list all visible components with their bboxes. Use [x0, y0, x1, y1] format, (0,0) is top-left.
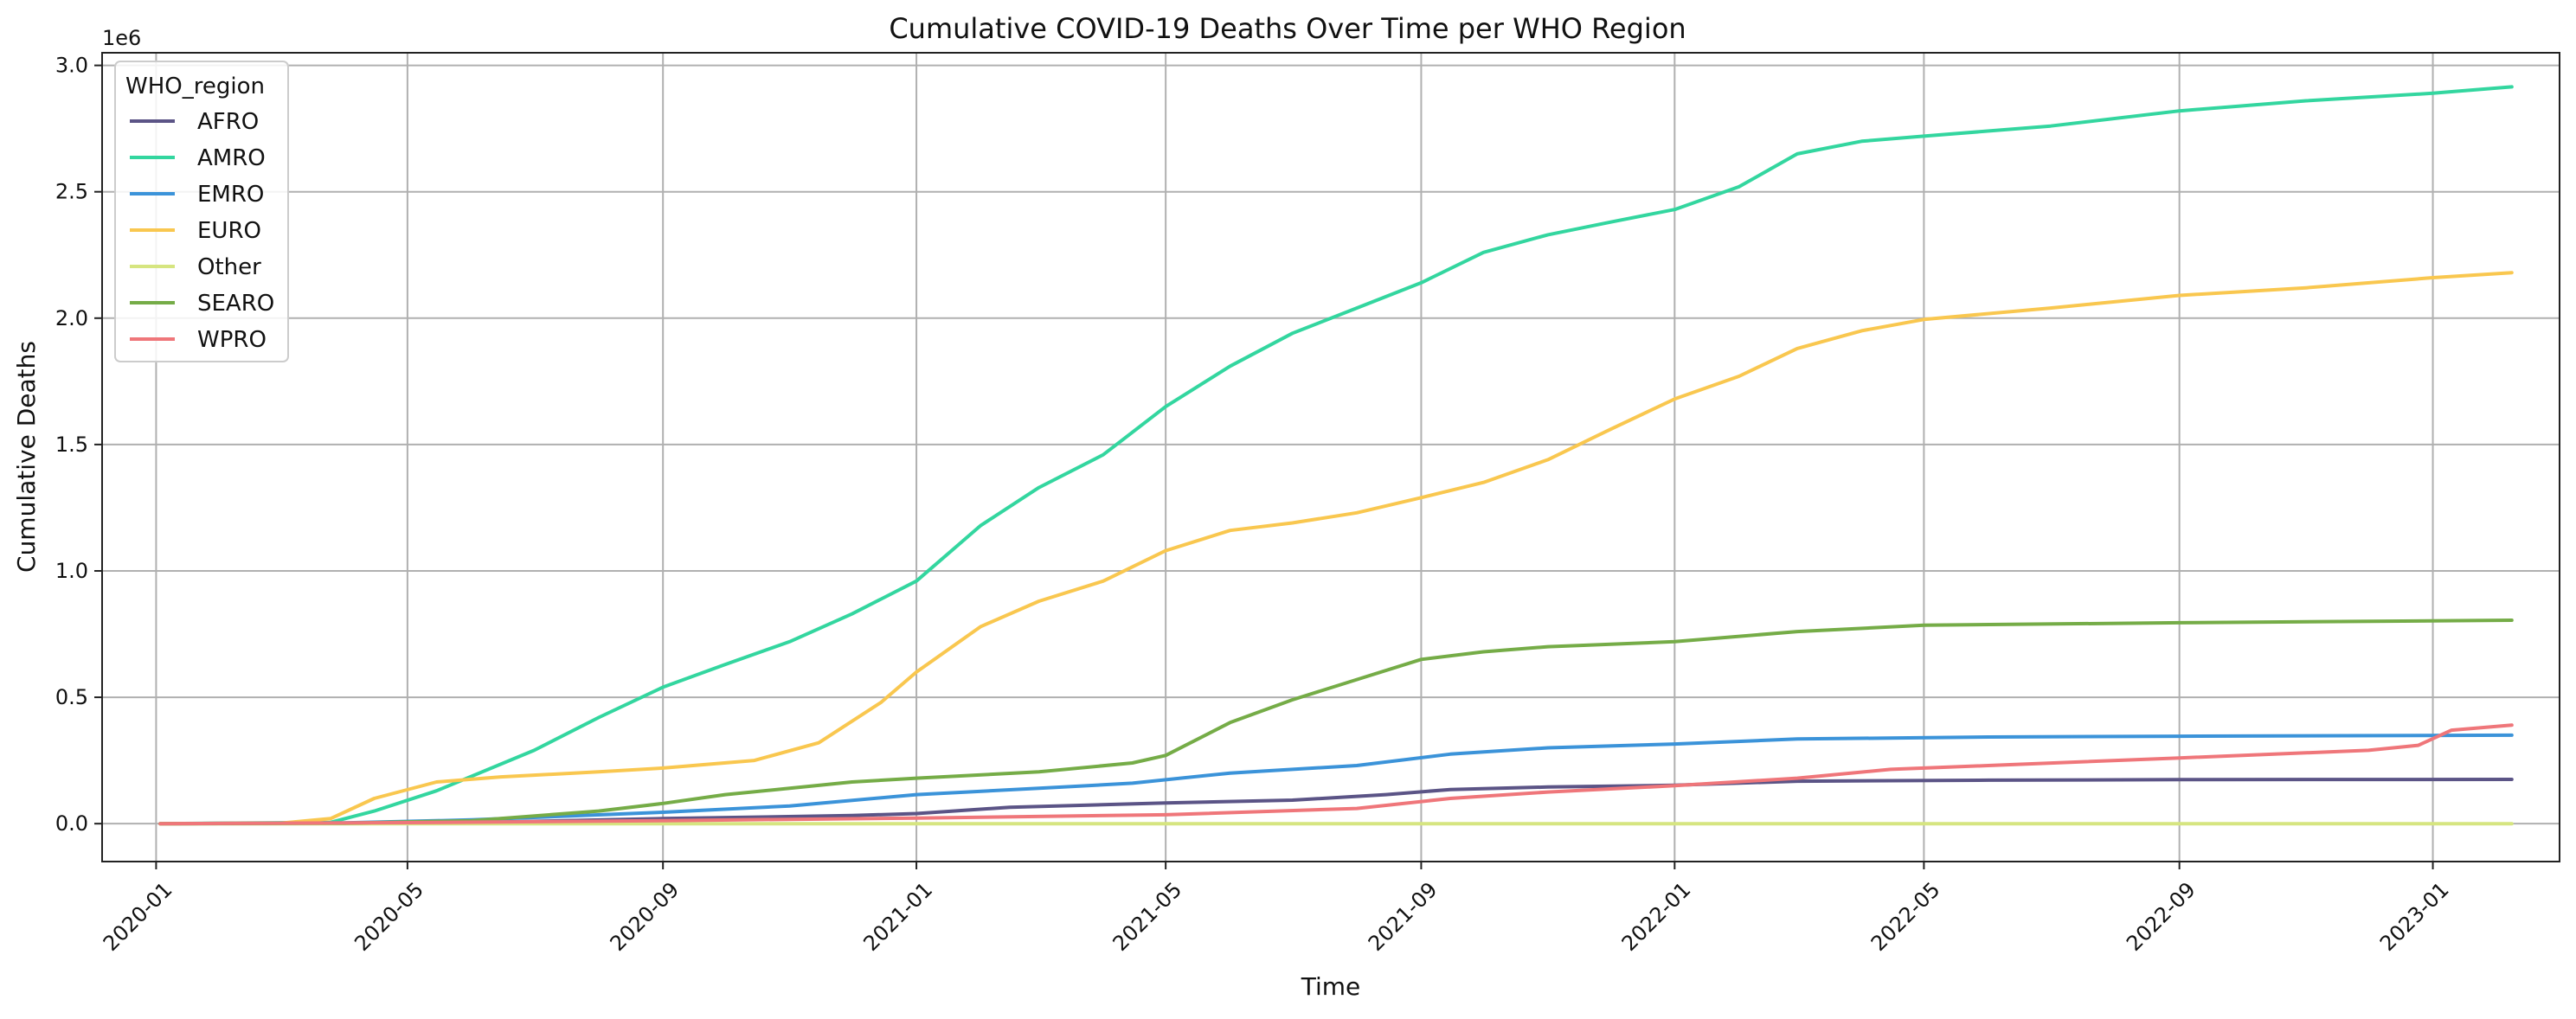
legend-label-euro: EURO — [197, 218, 261, 244]
y-tick-label: 3.0 — [55, 54, 88, 78]
y-tick-label: 0.0 — [55, 811, 88, 836]
x-tick-label: 2021-09 — [1364, 877, 1442, 956]
y-tick-label: 2.5 — [55, 180, 88, 204]
x-tick-label: 2020-05 — [350, 877, 428, 956]
y-scale-label: 1e6 — [102, 26, 141, 50]
legend-box — [114, 61, 289, 362]
legend-label-wpro: WPRO — [197, 327, 267, 353]
x-axis-label: Time — [1301, 972, 1361, 1001]
series-line-amro — [158, 85, 2514, 826]
y-tick-label: 1.5 — [55, 433, 88, 457]
legend-label-afro: AFRO — [197, 109, 259, 135]
x-tick-label: 2022-09 — [2122, 877, 2200, 956]
y-axis-label: Cumulative Deaths — [12, 341, 41, 573]
series-line-searo — [158, 618, 2514, 826]
y-tick-label: 1.0 — [55, 559, 88, 583]
x-tick-label: 2020-09 — [606, 877, 684, 956]
series-line-emro — [158, 733, 2514, 826]
x-tick-label: 2020-01 — [99, 877, 177, 956]
y-tick-label: 2.0 — [55, 306, 88, 330]
series-line-wpro — [158, 723, 2514, 826]
plot-frame — [101, 52, 2560, 862]
legend-title: WHO_region — [125, 74, 265, 99]
legend: WHO_region AFRO AMRO EMRO EURO Other SEARO WPR… — [114, 61, 289, 362]
x-tick-label: 2021-01 — [858, 877, 937, 956]
legend-label-other: Other — [197, 254, 261, 280]
legend-label-amro: AMRO — [197, 145, 266, 171]
x-axis-ticks: 2020-01 2020-05 2020-09 2021-01 2021-05 2021-… — [99, 862, 2454, 956]
series-line-euro — [158, 271, 2514, 826]
grid — [102, 53, 2560, 862]
y-tick-label: 0.5 — [55, 685, 88, 709]
series-lines — [158, 85, 2514, 826]
x-tick-label: 2023-01 — [2375, 877, 2454, 956]
x-tick-label: 2022-05 — [1866, 877, 1945, 956]
x-tick-label: 2021-05 — [1108, 877, 1187, 956]
x-tick-label: 2022-01 — [1617, 877, 1696, 956]
legend-label-emro: EMRO — [197, 182, 264, 208]
legend-label-searo: SEARO — [197, 291, 274, 317]
y-axis-ticks: 0.0 0.5 1.0 1.5 2.0 2.5 3.0 — [55, 54, 102, 836]
chart-title: Cumulative COVID-19 Deaths Over Time per… — [889, 12, 1686, 45]
